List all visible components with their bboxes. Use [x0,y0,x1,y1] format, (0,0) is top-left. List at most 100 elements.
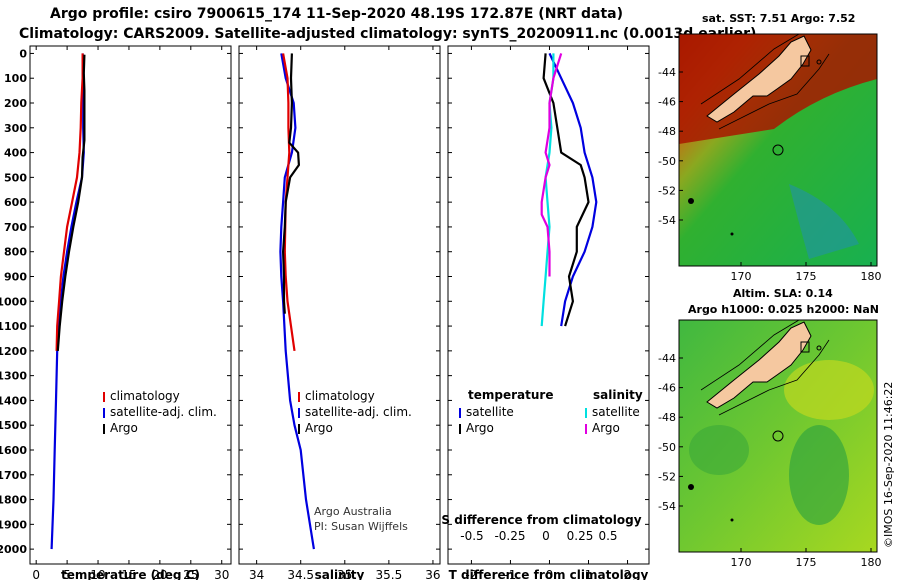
panel-salinity: 34 34.5 35 35.5 36 salinity climatology satelli… [238,45,441,580]
lon-tick-label: 175 [796,270,817,283]
island-auckland [688,198,694,204]
x-tick-label: 2 [624,568,632,580]
lon-tick-label: 170 [731,556,752,569]
island-small [730,232,734,236]
panel-frame-temperature [29,45,232,565]
depth-tick-label: 800 [4,246,27,259]
x-tick-label: 20 [152,568,167,580]
legend-label: satellite-adj. clim. [305,405,412,419]
depth-tick-label: 1500 [0,419,27,432]
series-line-argo [542,53,590,327]
secondary-x-tick-label: -0.25 [494,529,525,543]
shelf-contour [718,53,830,130]
depth-tick-label: 1200 [0,345,27,358]
lat-tick-label: -46 [658,96,676,109]
series-line-climatology [55,53,84,351]
argo-float-marker [772,430,784,442]
legend-label: climatology [110,389,180,403]
cool-water-region [789,184,859,259]
series-line-argo [56,54,86,351]
series-line-satellite [548,52,598,327]
lon-tick-label: 180 [861,270,882,283]
legend-header-temperature: temperature [468,388,553,402]
x-tick-label: 10 [90,568,105,580]
sla-low-region [689,425,749,475]
depth-tick-label: 0 [19,47,27,60]
depth-tick-label: 200 [4,97,27,110]
legend-label: Argo [466,421,494,435]
x-tick-label: 34.5 [287,568,314,580]
island-outline [800,341,810,353]
land-south-island [706,321,812,409]
depth-tick-label: 1000 [0,295,27,308]
lat-tick-label: -54 [658,214,676,227]
warm-water-region [679,34,877,144]
legend-label: satellite-adj. clim. [110,405,217,419]
x-tick-label: 35.5 [376,568,403,580]
sla-low-region [789,425,849,525]
panel-temperature: 0 5 10 15 20 25 30 temperature (deg C) climatolo… [29,45,232,580]
x-tick-label: 0 [546,568,554,580]
secondary-x-axis-label: S difference from climatology [441,513,641,527]
sla-map-title-line1: Altim. SLA: 0.14 [733,287,833,300]
lon-tick-label: 175 [796,556,817,569]
map-frame-sla [678,319,878,553]
land-south-island [706,35,812,123]
series-line-argo [282,53,300,314]
map-sst: -44 -46 -48 -50 -52 -54 170 175 180 [658,33,882,283]
lon-tick-label: 170 [731,270,752,283]
x-tick-label: 5 [63,568,71,580]
shelf-contour [700,319,800,391]
x-axis-label: salinity [315,568,365,580]
lat-tick-label: -48 [658,411,676,424]
depth-tick-label: 1300 [0,370,27,383]
depth-tick-label: 600 [4,196,27,209]
sla-map-title-line2: Argo h1000: 0.025 h2000: NaN [688,303,880,316]
legend-label: Argo [110,421,138,435]
x-tick-label: 15 [121,568,136,580]
depth-tick-label: 700 [4,221,27,234]
depth-tick-label: 100 [4,72,27,85]
lon-tick-label: 180 [861,556,882,569]
depth-tick-label: 1900 [0,518,27,531]
panel-difference: -2 -1 0 1 2T difference from climatology temp… [441,45,650,580]
secondary-x-tick-label: 0.25 [567,529,594,543]
x-tick-label: 1 [585,568,593,580]
legend-label: Argo [592,421,620,435]
legend-label: Argo [305,421,333,435]
depth-tick-label: 2000 [0,543,27,556]
argo-float-marker [772,144,784,156]
secondary-x-tick-label: 0.5 [598,529,617,543]
depth-tick-label: 900 [4,270,27,283]
sst-map-title: sat. SST: 7.51 Argo: 7.52 [702,12,856,25]
series-line-satellite [50,53,85,550]
lat-tick-label: -44 [658,66,676,79]
island-outline [816,345,822,351]
series-line-climatology [282,53,296,352]
series-line-argo_salinity [540,53,563,277]
sla-high-region [784,360,874,420]
secondary-x-tick-label: -0.5 [460,529,483,543]
x-tick-label: 35 [337,568,352,580]
depth-tick-label: 1700 [0,469,27,482]
x-tick-label: 30 [214,568,229,580]
lat-tick-label: -50 [658,441,676,454]
lat-tick-label: -50 [658,155,676,168]
legend-header-salinity: salinity [593,388,643,402]
lat-tick-label: -46 [658,382,676,395]
x-tick-label: 25 [183,568,198,580]
x-axis-label: T difference from climatology [449,568,649,580]
island-auckland [688,484,694,490]
depth-tick-label: 1100 [0,320,27,333]
shelf-contour [700,33,800,105]
depth-tick-label: 1400 [0,394,27,407]
panel-frame-salinity [238,45,441,565]
island-outline [816,59,822,65]
lat-tick-label: -54 [658,500,676,513]
credit-line: Argo Australia [314,505,392,518]
legend-label: satellite [466,405,514,419]
shelf-contour [718,339,830,416]
island-outline [800,55,810,67]
island-small [730,518,734,522]
